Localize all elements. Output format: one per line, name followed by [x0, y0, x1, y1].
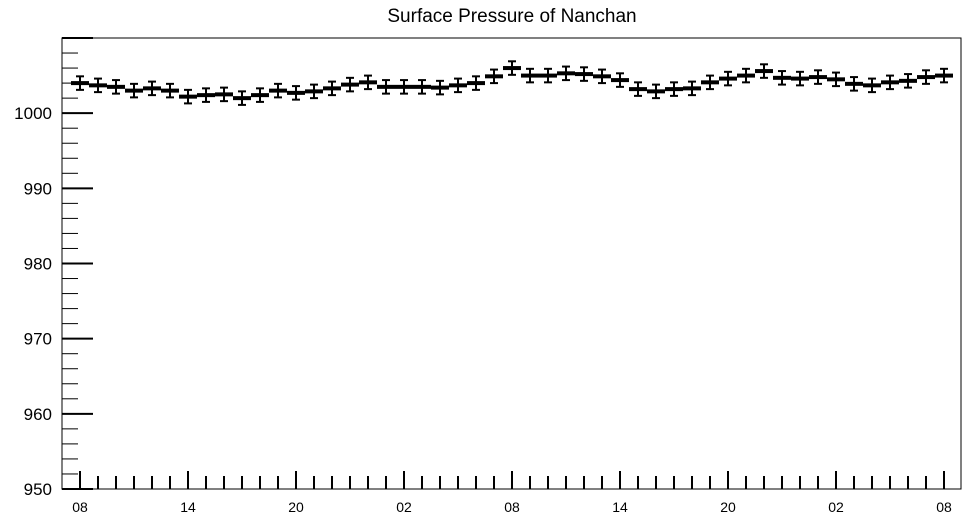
data-point	[773, 75, 791, 80]
data-point	[899, 78, 917, 83]
data-point	[143, 86, 161, 91]
data-point	[881, 80, 899, 85]
data-point	[719, 76, 737, 81]
data-point	[665, 87, 683, 92]
data-point	[935, 73, 953, 78]
data-point	[485, 74, 503, 79]
data-point	[161, 88, 179, 93]
data-point	[521, 73, 539, 78]
y-tick-label: 990	[24, 179, 52, 198]
data-point	[287, 90, 305, 95]
data-point	[323, 86, 341, 91]
data-point	[107, 84, 125, 89]
data-point	[341, 82, 359, 87]
x-tick-label: 14	[612, 499, 628, 515]
x-tick-label: 08	[72, 499, 88, 515]
data-point	[593, 74, 611, 79]
data-point	[431, 85, 449, 90]
y-tick-label: 950	[24, 480, 52, 499]
x-tick-label: 02	[396, 499, 412, 515]
data-point	[809, 75, 827, 80]
data-point	[791, 76, 809, 81]
data-point	[701, 80, 719, 85]
data-point	[269, 88, 287, 93]
data-point	[503, 66, 521, 71]
data-point	[647, 89, 665, 94]
data-point	[71, 81, 89, 86]
y-tick-label: 960	[24, 405, 52, 424]
data-point	[215, 92, 233, 97]
data-point	[233, 96, 251, 101]
x-tick-label: 02	[828, 499, 844, 515]
x-tick-label: 08	[504, 499, 520, 515]
x-tick-label: 20	[288, 499, 304, 515]
x-tick-label: 20	[720, 499, 736, 515]
data-point	[917, 75, 935, 80]
data-point	[395, 84, 413, 89]
data-point	[557, 71, 575, 76]
y-tick-label: 970	[24, 330, 52, 349]
data-point	[683, 86, 701, 91]
data-point	[467, 81, 485, 86]
data-point	[611, 78, 629, 83]
plot-frame	[61, 37, 962, 490]
data-point	[539, 73, 557, 78]
data-point	[449, 83, 467, 88]
data-point	[377, 84, 395, 89]
data-point	[305, 89, 323, 94]
data-point	[845, 81, 863, 86]
data-point	[863, 83, 881, 88]
data-point	[179, 94, 197, 99]
x-tick-label: 08	[936, 499, 952, 515]
data-point	[359, 80, 377, 85]
data-point	[827, 77, 845, 82]
data-point	[197, 93, 215, 98]
y-tick-label: 980	[24, 255, 52, 274]
data-point	[413, 84, 431, 89]
x-tick-label: 14	[180, 499, 196, 515]
chart-title: Surface Pressure of Nanchan	[387, 6, 636, 27]
y-tick-label: 1000	[14, 104, 52, 123]
data-point	[629, 87, 647, 92]
data-point	[575, 72, 593, 77]
data-point	[755, 69, 773, 74]
data-point	[89, 83, 107, 88]
data-point	[737, 73, 755, 78]
data-point	[251, 93, 269, 98]
data-point	[125, 88, 143, 93]
